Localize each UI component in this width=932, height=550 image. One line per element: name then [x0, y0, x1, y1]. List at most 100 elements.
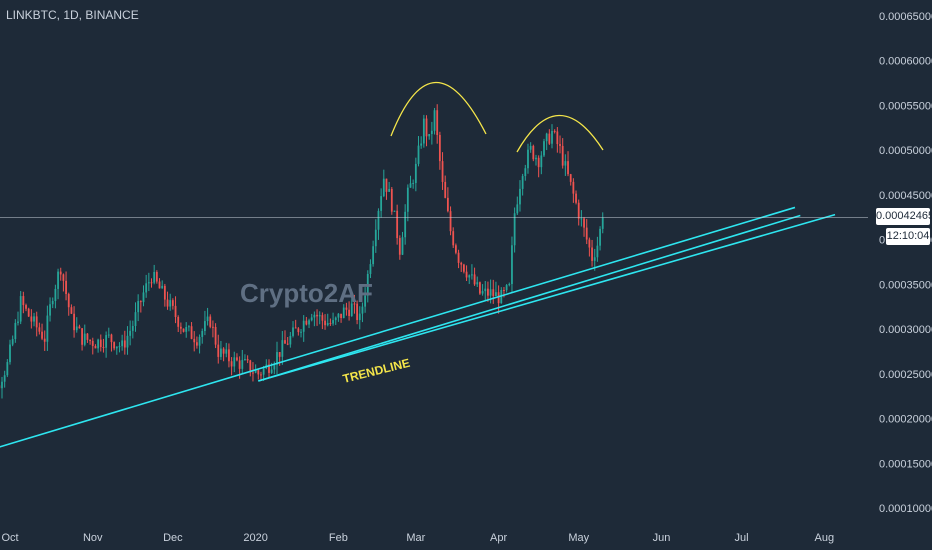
candle-body [527, 149, 529, 169]
candle-body [139, 301, 142, 303]
candle-body [115, 346, 118, 349]
candle-body [22, 296, 25, 306]
candle-body [430, 130, 433, 134]
candle-body [286, 343, 289, 345]
candle-body [1, 381, 3, 389]
candle-body [25, 305, 27, 309]
candle-body [187, 326, 190, 328]
x-tick-label: Aug [815, 532, 835, 544]
candle-body [404, 211, 407, 238]
candle-body [318, 315, 321, 317]
candle-body [529, 145, 532, 150]
y-tick-label: 0.00010000 [879, 503, 932, 515]
candle-body [62, 274, 65, 281]
candle-body [438, 134, 441, 162]
y-tick-label: 0.00025000 [879, 369, 932, 381]
trendline[interactable] [258, 213, 836, 382]
candle-body [492, 289, 495, 297]
candle-body [569, 174, 572, 182]
trendline[interactable] [0, 206, 796, 453]
candle-body [316, 314, 318, 317]
y-tick-label: 0.00045000 [879, 190, 932, 202]
candle-body [126, 335, 129, 348]
candle-body [220, 348, 222, 357]
y-tick-label: 0.00015000 [879, 458, 932, 470]
candle-body [155, 271, 158, 282]
candle-body [33, 316, 35, 322]
candle-body [217, 344, 220, 357]
candle-body [428, 133, 431, 137]
candle-body [532, 145, 535, 160]
head-arc [390, 81, 487, 137]
candle-body [70, 307, 73, 314]
candle-body [27, 308, 30, 317]
candle-body [153, 271, 156, 283]
y-tick-label: 0.00050000 [879, 145, 932, 157]
candle-body [540, 155, 543, 168]
candle-body [350, 303, 353, 316]
candle-body [38, 327, 41, 332]
trendline[interactable] [258, 214, 801, 382]
x-tick-label: May [568, 532, 589, 544]
candle-body [289, 335, 292, 345]
candle-body [577, 202, 580, 219]
candle-body [543, 141, 545, 156]
candle-body [11, 339, 14, 345]
candle-body [572, 181, 575, 194]
candle-body [185, 326, 188, 332]
candle-body [479, 282, 481, 294]
candle-body [9, 344, 11, 363]
candle-body [249, 360, 252, 373]
candle-body [297, 328, 300, 333]
candle-body [302, 320, 305, 332]
shoulder-arc [516, 114, 604, 153]
x-tick-label: Oct [1, 532, 18, 544]
trendline-layer [0, 206, 836, 453]
candle-body [583, 218, 585, 228]
candle-body [270, 369, 273, 373]
candle-body [121, 340, 124, 347]
candle-body [369, 264, 372, 274]
candle-body [599, 228, 601, 246]
symbol-label[interactable]: LINKBTC, 1D, BINANCE [6, 8, 139, 22]
candle-body [473, 274, 476, 285]
candle-body [535, 157, 537, 160]
candle-body [281, 340, 284, 357]
candle-body [332, 320, 334, 324]
candle-body [118, 346, 121, 348]
candle-body [449, 211, 452, 232]
candle-body [89, 339, 91, 341]
candle-body [374, 229, 377, 247]
bar-countdown-badge: 12:10:04 [886, 228, 930, 245]
candle-body [524, 168, 527, 177]
candle-body [134, 312, 137, 326]
x-tick-label: Feb [329, 532, 348, 544]
candle-body [212, 326, 214, 328]
candle-body [273, 364, 276, 370]
candle-body [468, 275, 471, 278]
candle-body [372, 246, 375, 265]
candle-body [236, 357, 238, 361]
candle-body [457, 252, 460, 263]
candle-body [519, 188, 521, 205]
candle-body [313, 314, 316, 318]
candle-body [81, 328, 83, 345]
candle-body [169, 300, 172, 307]
candle-body [83, 333, 86, 345]
candle-body [409, 183, 412, 188]
candle-body [452, 231, 455, 246]
candle-body [43, 338, 46, 342]
candle-body [580, 218, 583, 220]
current-price-badge: 0.00042465 [876, 208, 932, 225]
candle-body [342, 307, 345, 319]
candle-body [41, 331, 43, 339]
candle-body [567, 161, 569, 175]
candle-body [294, 327, 297, 329]
candle-body [505, 285, 508, 291]
candle-body [209, 316, 212, 327]
candle-body [588, 239, 591, 248]
candle-body [49, 304, 51, 316]
candle-body [382, 178, 385, 197]
candle-body [414, 163, 417, 183]
